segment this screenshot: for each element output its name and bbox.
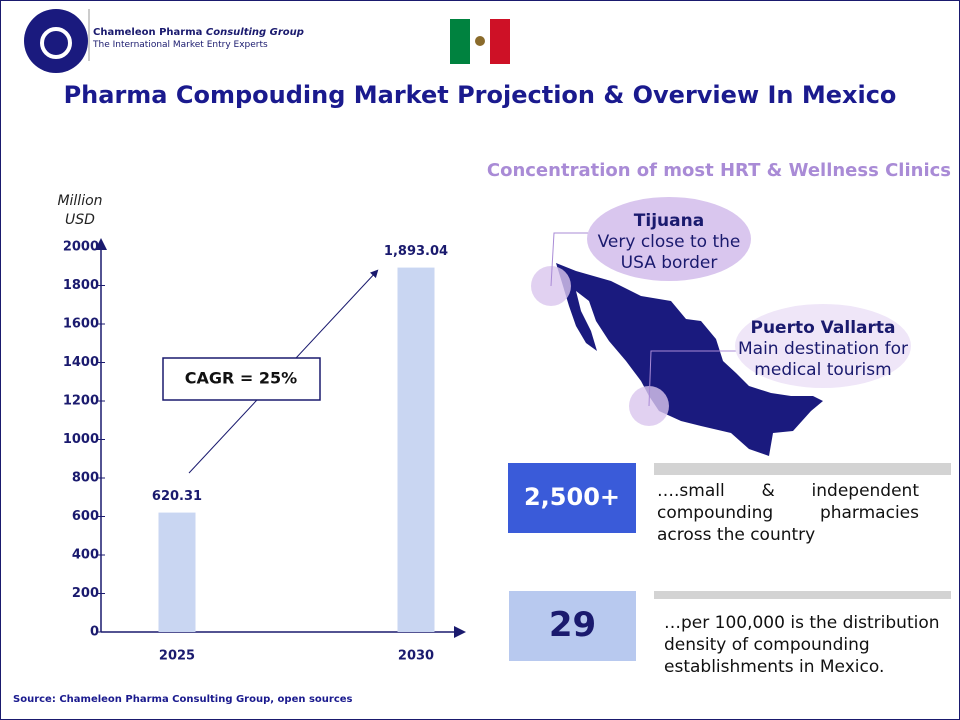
y-tick-label: 800 — [72, 471, 99, 486]
bar — [158, 512, 196, 632]
y-axis-label: Million USD — [57, 193, 103, 228]
logo-swirl — [40, 27, 72, 59]
company: Chameleon Pharma Consulting Group — [93, 27, 304, 38]
tijuana-leader — [550, 232, 591, 287]
tijuana-bubble — [587, 197, 751, 281]
stat-bar — [654, 463, 951, 475]
y-tick-label: 400 — [72, 548, 99, 563]
y-tick-label: 1000 — [63, 432, 99, 447]
flag-emblem — [475, 36, 485, 46]
logo — [24, 9, 88, 73]
value-label: 1,893.04 — [384, 244, 448, 259]
tagline: The International Market Entry Experts — [93, 40, 268, 50]
y-tick-label: 1600 — [63, 317, 99, 332]
annotation: CAGR = 25% — [185, 369, 297, 388]
callout-text: Very close to the USA border — [597, 232, 741, 273]
vallarta-leader — [648, 350, 736, 407]
stat-value: 29 — [548, 605, 597, 645]
annotation-box — [162, 357, 321, 401]
callout: Tijuana Very close to the USA border — [593, 211, 745, 274]
y-tick-label: 200 — [72, 586, 99, 601]
stat-box — [509, 591, 636, 661]
y-tick-label: 600 — [72, 509, 99, 524]
bar — [397, 267, 435, 632]
flag-green — [450, 19, 470, 64]
map-title: Concentration of most HRT & Wellness Cli… — [486, 160, 951, 181]
mexico-map — [556, 263, 823, 456]
y-tick-label: 0 — [90, 625, 99, 640]
stat-value: 2,500+ — [523, 483, 621, 511]
company-name: Chameleon Pharma — [93, 27, 203, 38]
callout-name: Tijuana — [633, 211, 705, 231]
flag-red — [490, 19, 510, 64]
slide-title: Pharma Compouding Market Projection & Ov… — [63, 81, 897, 109]
stat-bar — [654, 591, 951, 599]
company-suffix: Consulting Group — [205, 27, 304, 38]
callout-text: Main destination for medical tourism — [737, 339, 909, 380]
vallarta-bubble — [735, 304, 911, 388]
stat-text: ….small & independent compounding pharma… — [657, 481, 919, 545]
stat-box — [508, 463, 636, 533]
y-tick-label: 2000 — [63, 240, 99, 255]
y-tick-label: 1400 — [63, 355, 99, 370]
value-label: 620.31 — [152, 489, 202, 504]
stat-text: …per 100,000 is the distribution density… — [664, 613, 940, 677]
y-tick-label: 1200 — [63, 394, 99, 409]
x-tick-label: 2025 — [159, 649, 195, 664]
callout-name: Puerto Vallarta — [750, 318, 896, 338]
source: Source: Chameleon Pharma Consulting Grou… — [13, 694, 353, 705]
x-tick-label: 2030 — [398, 649, 434, 664]
y-tick-label: 1800 — [63, 278, 99, 293]
callout: Puerto Vallarta Main destination for medi… — [735, 318, 911, 381]
